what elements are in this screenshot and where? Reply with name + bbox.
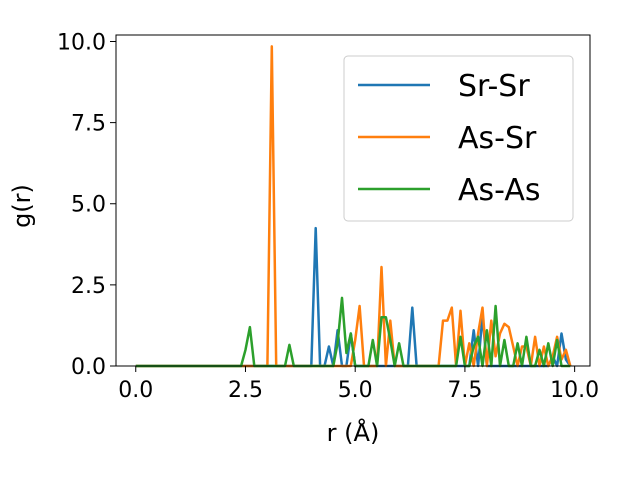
y-tick-label: 10.0 [57, 30, 106, 55]
y-tick-label: 5.0 [71, 193, 106, 218]
y-tick-label: 0.0 [71, 355, 106, 380]
legend-label-sr-sr: Sr-Sr [458, 69, 530, 104]
legend-label-as-sr: As-Sr [458, 121, 537, 156]
plot-area [115, 34, 591, 368]
x-tick-label: 0.0 [118, 378, 153, 403]
x-tick-label: 7.5 [447, 378, 482, 403]
x-tick-label: 5.0 [338, 378, 373, 403]
series-line-as-as [135, 296, 571, 368]
legend-label-as-as: As-As [458, 173, 540, 208]
y-axis-label: g(r) [8, 184, 36, 228]
legend-box [343, 55, 574, 222]
axis-ticks: 0.0 2.5 5.0 7.5 10.0 0.0 2.5 5.0 7.5 10.0 [57, 30, 599, 403]
legend: Sr-Sr As-Sr As-As [343, 55, 574, 222]
series-line-as-sr [135, 45, 572, 368]
y-tick-label: 2.5 [71, 274, 106, 299]
y-tick-label: 7.5 [71, 112, 106, 137]
axes-frame [115, 34, 591, 367]
x-tick-label: 2.5 [228, 378, 263, 403]
x-axis-label: r (Å) [327, 418, 380, 447]
x-tick-label: 10.0 [550, 378, 599, 403]
